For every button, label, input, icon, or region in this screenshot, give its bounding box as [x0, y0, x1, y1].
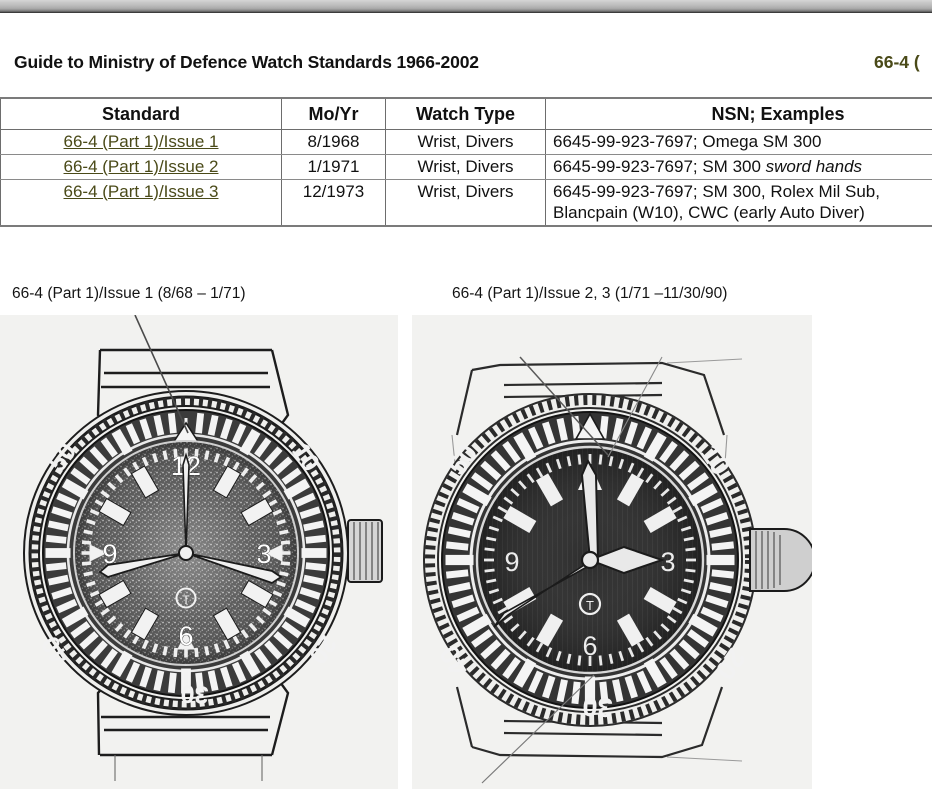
- watch-hands: [493, 458, 666, 628]
- watch-drawing-issue-2-3: 10 20 30 40 50 3 6 9 T: [412, 315, 812, 789]
- watch-hands: [98, 452, 283, 584]
- table-row: 66-4 (Part 1)/Issue 2 1/1971 Wrist, Dive…: [0, 154, 932, 180]
- tritium-t-mark: T: [578, 592, 602, 616]
- window-chrome-bar: [0, 0, 932, 13]
- standards-table-container: Standard Mo/Yr Watch Type NSN; Examples …: [0, 97, 932, 228]
- nsn-text-line2: Blancpain (W10), CWC (early Auto Diver): [553, 203, 865, 223]
- nsn-text: 6645-99-923-7697; SM 300: [553, 156, 766, 176]
- standard-link-issue-3[interactable]: 66-4 (Part 1)/Issue 3: [63, 181, 219, 201]
- cell-nsn: 6645-99-923-7697; SM 300 sword hands: [545, 154, 932, 180]
- cell-moyr: 1/1971: [281, 154, 386, 180]
- figure-gutter: [398, 315, 412, 789]
- page-title: Guide to Ministry of Defence Watch Stand…: [14, 52, 479, 72]
- cell-watch-type: Wrist, Divers: [385, 129, 546, 155]
- dial-numeral-3: 3: [256, 539, 271, 569]
- column-header-moyr: Mo/Yr: [281, 99, 386, 131]
- nsn-text-line1: 6645-99-923-7697; SM 300, Rolex Mil Sub,: [553, 181, 880, 201]
- watch-crown: [749, 528, 812, 592]
- watch-figure-issue-1: 10 20 30 40 50 12 3 6 9 T: [0, 315, 398, 789]
- watch-figure-issue-2-3: 10 20 30 40 50 3 6 9 T: [412, 315, 812, 789]
- cell-nsn: 6645-99-923-7697; Omega SM 300: [545, 129, 932, 155]
- tritium-t-mark: T: [175, 587, 197, 609]
- cell-standard: 66-4 (Part 1)/Issue 2: [0, 154, 282, 180]
- column-header-nsn: NSN; Examples: [545, 99, 932, 131]
- dial-numeral-3: 3: [660, 547, 675, 577]
- table-row: 66-4 (Part 1)/Issue 1 8/1968 Wrist, Dive…: [0, 129, 932, 155]
- svg-text:T: T: [182, 593, 190, 607]
- watch-crown: [347, 519, 383, 583]
- bezel-numeral-30: 30: [582, 691, 614, 723]
- column-header-watch-type: Watch Type: [385, 99, 546, 131]
- figure-caption-left: 66-4 (Part 1)/Issue 1 (8/68 – 1/71): [12, 285, 246, 302]
- page-right-margin: [812, 315, 932, 789]
- cell-standard: 66-4 (Part 1)/Issue 1: [0, 129, 282, 155]
- document-header: Guide to Ministry of Defence Watch Stand…: [0, 16, 932, 72]
- standard-link-issue-1[interactable]: 66-4 (Part 1)/Issue 1: [63, 132, 219, 152]
- table-header-row: Standard Mo/Yr Watch Type NSN; Examples: [0, 99, 932, 131]
- cell-standard: 66-4 (Part 1)/Issue 3: [0, 179, 282, 226]
- cell-watch-type: Wrist, Divers: [385, 154, 546, 180]
- header-standard-link[interactable]: 66-4 (: [874, 52, 920, 72]
- dial-numeral-6: 6: [178, 621, 193, 651]
- cell-watch-type: Wrist, Divers: [385, 179, 546, 226]
- svg-text:T: T: [586, 598, 594, 613]
- nsn-emphasis: sword hands: [765, 156, 863, 176]
- standards-table: Standard Mo/Yr Watch Type NSN; Examples …: [0, 99, 932, 226]
- cell-nsn: 6645-99-923-7697; SM 300, Rolex Mil Sub,…: [545, 179, 932, 226]
- nsn-text: 6645-99-923-7697; Omega SM 300: [553, 132, 822, 152]
- standard-link-issue-2[interactable]: 66-4 (Part 1)/Issue 2: [63, 156, 219, 176]
- table-row: 66-4 (Part 1)/Issue 3 12/1973 Wrist, Div…: [0, 179, 932, 226]
- dial-numeral-6: 6: [582, 631, 597, 661]
- watch-drawing-issue-1: 10 20 30 40 50 12 3 6 9 T: [0, 315, 398, 789]
- dial-numeral-9: 9: [102, 539, 117, 569]
- figure-caption-right: 66-4 (Part 1)/Issue 2, 3 (1/71 –11/30/90…: [452, 285, 728, 302]
- dial-numeral-9: 9: [504, 547, 519, 577]
- cell-moyr: 12/1973: [281, 179, 386, 226]
- bezel-numeral-30: 30: [180, 679, 209, 708]
- column-header-standard: Standard: [0, 99, 282, 131]
- cell-moyr: 8/1968: [281, 129, 386, 155]
